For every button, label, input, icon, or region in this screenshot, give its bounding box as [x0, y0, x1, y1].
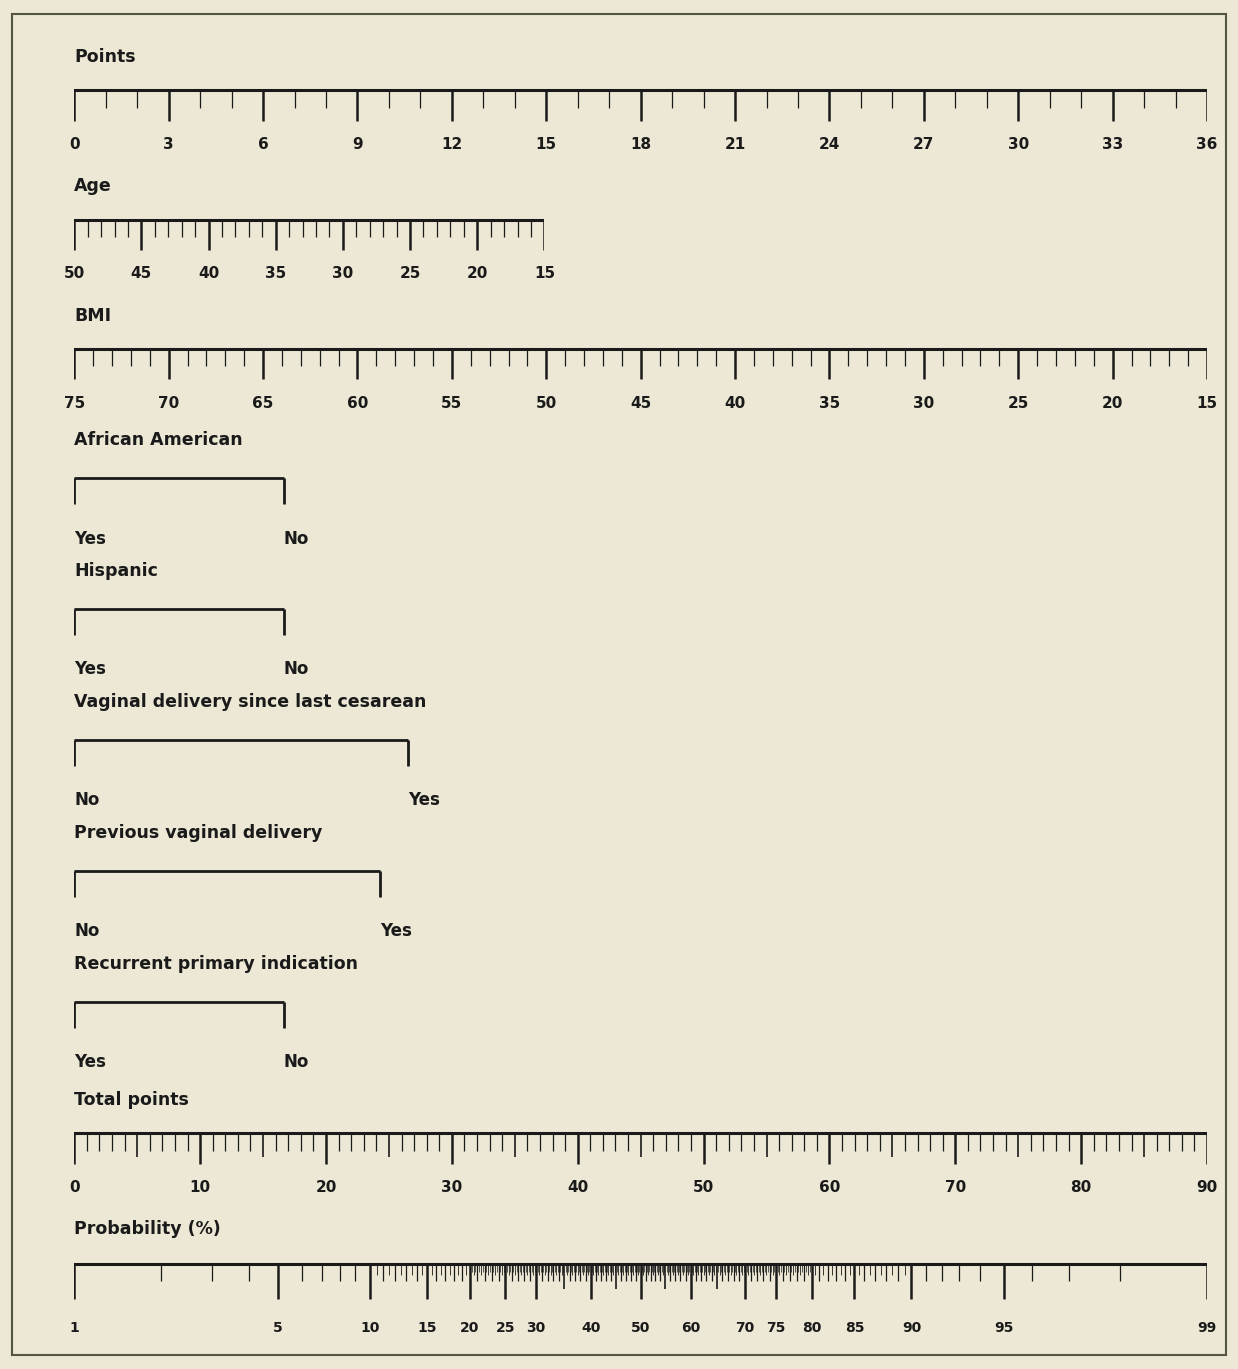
Text: 65: 65: [253, 396, 274, 411]
Text: 15: 15: [1196, 396, 1218, 411]
Text: Yes: Yes: [74, 530, 106, 548]
Text: 0: 0: [69, 1180, 79, 1195]
Text: 85: 85: [844, 1321, 864, 1335]
Text: Yes: Yes: [74, 660, 106, 679]
Text: 30: 30: [332, 266, 354, 281]
Text: 40: 40: [198, 266, 219, 281]
Text: No: No: [74, 923, 99, 941]
Text: 36: 36: [1196, 137, 1218, 152]
Text: 50: 50: [631, 1321, 650, 1335]
Text: 27: 27: [914, 137, 935, 152]
Text: Age: Age: [74, 178, 111, 196]
Text: 12: 12: [441, 137, 463, 152]
Text: African American: African American: [74, 431, 243, 449]
Text: 9: 9: [352, 137, 363, 152]
Text: 75: 75: [766, 1321, 786, 1335]
Text: 6: 6: [258, 137, 269, 152]
Text: 80: 80: [1071, 1180, 1092, 1195]
Text: Vaginal delivery since last cesarean: Vaginal delivery since last cesarean: [74, 693, 427, 711]
Text: 24: 24: [818, 137, 841, 152]
Text: 25: 25: [495, 1321, 515, 1335]
Text: 30: 30: [441, 1180, 463, 1195]
Text: 50: 50: [63, 266, 85, 281]
Text: 30: 30: [914, 396, 935, 411]
Text: Probability (%): Probability (%): [74, 1220, 222, 1239]
Text: 30: 30: [1008, 137, 1029, 152]
Text: 20: 20: [1102, 396, 1123, 411]
Text: 90: 90: [1196, 1180, 1218, 1195]
Text: 55: 55: [441, 396, 463, 411]
Text: 20: 20: [316, 1180, 337, 1195]
Text: 1: 1: [69, 1321, 79, 1335]
Text: 21: 21: [724, 137, 745, 152]
Text: 25: 25: [1008, 396, 1029, 411]
Text: 5: 5: [272, 1321, 282, 1335]
Text: 80: 80: [802, 1321, 821, 1335]
Text: Hispanic: Hispanic: [74, 561, 158, 580]
Text: 75: 75: [63, 396, 85, 411]
Text: 35: 35: [265, 266, 286, 281]
Text: 40: 40: [581, 1321, 600, 1335]
Text: Yes: Yes: [74, 1053, 106, 1072]
Text: 60: 60: [347, 396, 368, 411]
Text: 15: 15: [534, 266, 555, 281]
Text: 60: 60: [818, 1180, 841, 1195]
Text: Yes: Yes: [409, 791, 441, 809]
Text: 20: 20: [461, 1321, 479, 1335]
Text: 90: 90: [901, 1321, 921, 1335]
Text: 25: 25: [400, 266, 421, 281]
Text: 40: 40: [724, 396, 745, 411]
Text: 15: 15: [536, 137, 557, 152]
Text: 45: 45: [630, 396, 651, 411]
Text: 45: 45: [131, 266, 152, 281]
Text: BMI: BMI: [74, 307, 111, 324]
Text: 30: 30: [526, 1321, 546, 1335]
Text: No: No: [284, 1053, 310, 1072]
Text: 70: 70: [945, 1180, 966, 1195]
Text: No: No: [284, 530, 310, 548]
Text: 0: 0: [69, 137, 79, 152]
Text: 3: 3: [163, 137, 175, 152]
Text: No: No: [74, 791, 99, 809]
Text: 10: 10: [189, 1180, 210, 1195]
Text: 60: 60: [681, 1321, 701, 1335]
Text: 70: 70: [735, 1321, 755, 1335]
Text: 20: 20: [467, 266, 488, 281]
Text: 40: 40: [567, 1180, 588, 1195]
Text: 70: 70: [158, 396, 180, 411]
Text: Yes: Yes: [380, 923, 412, 941]
Text: 33: 33: [1102, 137, 1123, 152]
Text: Total points: Total points: [74, 1091, 189, 1109]
Text: 99: 99: [1197, 1321, 1217, 1335]
Text: Recurrent primary indication: Recurrent primary indication: [74, 954, 358, 973]
Text: 35: 35: [818, 396, 841, 411]
Text: Points: Points: [74, 48, 136, 66]
Text: 18: 18: [630, 137, 651, 152]
Text: No: No: [284, 660, 310, 679]
Text: 10: 10: [360, 1321, 380, 1335]
Text: 50: 50: [536, 396, 557, 411]
Text: 95: 95: [994, 1321, 1013, 1335]
Text: Previous vaginal delivery: Previous vaginal delivery: [74, 824, 323, 842]
Text: 50: 50: [693, 1180, 714, 1195]
Text: 15: 15: [417, 1321, 437, 1335]
